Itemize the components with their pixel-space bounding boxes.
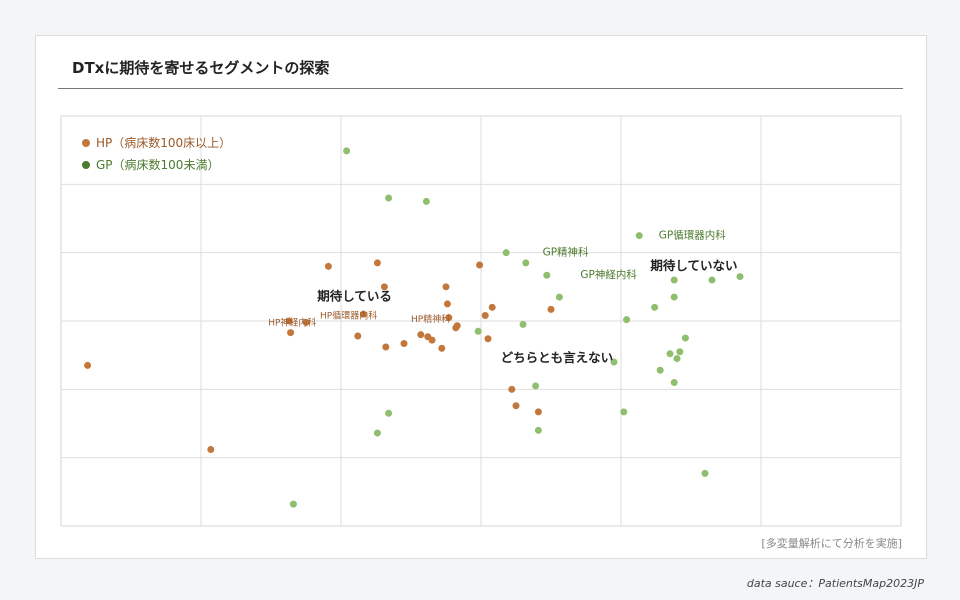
gp-point [555, 293, 563, 301]
hp-point [428, 336, 436, 344]
gp-point [670, 276, 678, 284]
legend-item-hp: HP（病床数100床以上） [82, 132, 231, 154]
hp-point [324, 262, 332, 270]
gp-point [522, 259, 530, 267]
legend-marker-gp [82, 161, 90, 169]
gp-point [289, 500, 297, 508]
hp-point [373, 259, 381, 267]
gp-point [343, 147, 351, 155]
hp-point [512, 402, 520, 410]
hp-point [287, 329, 295, 337]
gp-point [502, 249, 510, 257]
hp-point [382, 343, 390, 351]
hp-point [84, 361, 92, 369]
hp-point [359, 310, 367, 318]
gp-point [673, 355, 681, 363]
hp-point [445, 314, 453, 322]
gp-point-label: GP神経内科 [580, 268, 637, 281]
gp-point-label: GP循環器内科 [659, 229, 726, 242]
hp-point [484, 335, 492, 343]
gp-point-label: GP精神科 [543, 246, 589, 259]
hp-point [354, 332, 362, 340]
gp-point [635, 232, 643, 240]
gp-point [385, 194, 393, 202]
gp-point [670, 379, 678, 386]
hp-point [438, 344, 446, 352]
chart-title: DTxに期待を寄せるセグメントの探索 [72, 59, 330, 77]
gp-point [385, 409, 393, 417]
analysis-note: [多変量解析にて分析を実施] [761, 537, 902, 550]
gp-point [519, 320, 527, 328]
hp-point [488, 303, 496, 311]
hp-point [207, 445, 215, 453]
hp-point [534, 408, 542, 416]
gp-point [620, 408, 628, 416]
gp-point [534, 426, 542, 434]
gp-point [610, 358, 618, 366]
gp-point [666, 350, 674, 358]
hp-point-label: HP神経内科 [268, 317, 316, 329]
hp-point [302, 318, 310, 326]
gp-point [701, 469, 709, 477]
legend-label-gp: GP（病床数100未満） [96, 158, 220, 172]
hp-point [417, 331, 425, 339]
hp-point [380, 283, 388, 291]
gp-point [736, 273, 744, 281]
legend-item-gp: GP（病床数100未満） [82, 154, 231, 176]
segment-annotation: どちらとも言えない [501, 350, 614, 365]
legend-marker-hp [82, 139, 90, 147]
hp-point [442, 283, 450, 291]
hp-point [400, 340, 408, 348]
hp-point [508, 385, 516, 393]
gp-point [708, 276, 716, 284]
gp-point [422, 197, 430, 205]
hp-point-label: HP循環器内科 [320, 310, 377, 322]
gp-point [670, 293, 678, 301]
segment-annotation: 期待している [317, 289, 392, 304]
hp-point [453, 322, 461, 330]
hp-point [547, 305, 555, 313]
hp-point [285, 317, 293, 325]
hp-point-label: HP精神科 [411, 313, 450, 325]
hp-point [481, 312, 489, 320]
gp-point [623, 316, 631, 324]
title-divider [58, 88, 903, 89]
gp-point [651, 303, 659, 311]
legend-label-hp: HP（病床数100床以上） [96, 136, 232, 150]
hp-point [443, 300, 451, 308]
gp-point [656, 366, 664, 374]
gp-point [373, 429, 381, 437]
data-source: data sauce：PatientsMap2023JP [746, 577, 924, 590]
gp-point [543, 271, 551, 279]
gp-point [681, 334, 689, 342]
gp-point [676, 348, 684, 356]
legend: HP（病床数100床以上） GP（病床数100未満） [82, 132, 231, 176]
gp-point [532, 382, 540, 390]
hp-point [476, 261, 484, 269]
segment-annotation: 期待していない [650, 258, 737, 273]
gp-point [474, 327, 482, 335]
